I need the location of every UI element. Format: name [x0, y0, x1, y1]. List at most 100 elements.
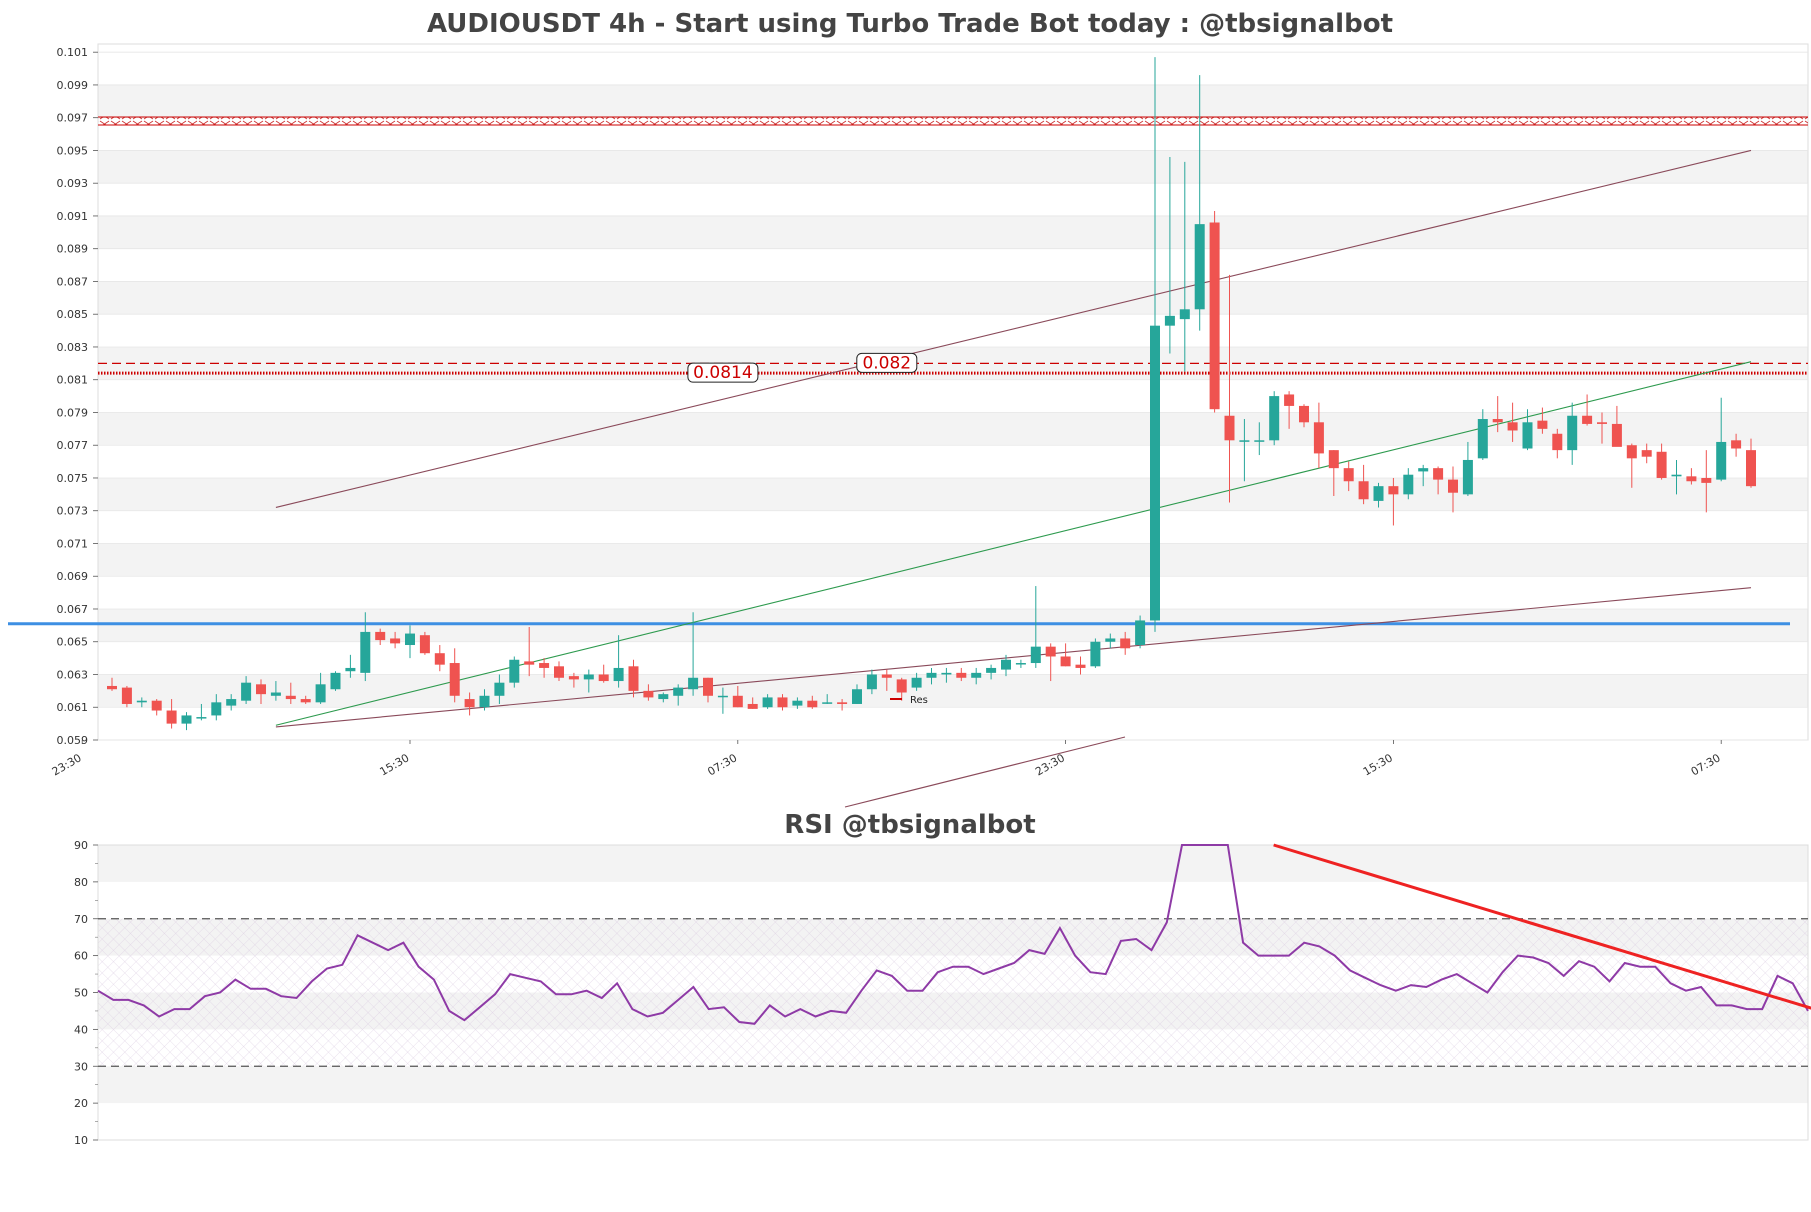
candle-body: [1015, 663, 1026, 665]
candle-body: [1656, 451, 1667, 478]
candle-body: [1373, 486, 1384, 501]
candle-body: [956, 672, 967, 678]
candle-body: [479, 695, 490, 708]
rsi-chart-title: RSI @tbsignalbot: [784, 810, 1035, 840]
candle-body: [941, 672, 952, 675]
candle-body: [1269, 396, 1280, 441]
candle-body: [226, 699, 237, 706]
candle-body: [1567, 415, 1578, 451]
candle-body: [1611, 423, 1622, 447]
candle-body: [1477, 419, 1488, 459]
candle-body: [1582, 415, 1593, 424]
candle-body: [747, 703, 758, 709]
rsi-band: [98, 1066, 1808, 1104]
y-tick-label: 0.061: [57, 701, 89, 714]
x-tick-label: 15:30: [1361, 751, 1395, 778]
candle-body: [1626, 445, 1637, 459]
candle-body: [1299, 405, 1309, 423]
candle-body: [166, 710, 177, 724]
rsi-y-tick-label: 50: [74, 987, 88, 1000]
y-tick-label: 0.059: [57, 734, 89, 747]
rsi-y-tick-label: 60: [74, 950, 88, 963]
trend-line-extension: [844, 736, 1126, 808]
candle-body: [628, 666, 639, 691]
y-tick-label: 0.089: [57, 243, 89, 256]
candle-body: [449, 663, 460, 696]
candle-body: [1135, 620, 1146, 646]
candle-body: [1641, 450, 1652, 457]
candle-body: [1164, 315, 1175, 326]
candle-body: [360, 631, 371, 673]
candle-body: [1150, 325, 1160, 621]
candle-body: [762, 697, 773, 708]
y-tick-label: 0.095: [57, 144, 89, 157]
main-band: [98, 281, 1808, 315]
candle-body: [643, 690, 654, 698]
candle-body: [315, 684, 326, 703]
trend-line: [275, 149, 1752, 508]
candle-body: [777, 697, 788, 708]
y-tick-label: 0.091: [57, 210, 89, 223]
y-tick-label: 0.079: [57, 406, 89, 419]
candle-body: [464, 699, 475, 708]
candle-body: [1239, 440, 1250, 442]
x-tick-label: 15:30: [378, 751, 412, 778]
candle-body: [732, 695, 743, 708]
candle-body: [1462, 459, 1473, 495]
candle-body: [1403, 474, 1414, 495]
main-band: [98, 412, 1808, 446]
candle-body: [568, 676, 579, 680]
annotation-label-text: 0.0814: [693, 363, 752, 383]
candle-body: [703, 677, 713, 696]
rsi-overbought-oversold-zone: [98, 918, 1808, 1067]
candle-body: [1746, 450, 1756, 487]
candle-body: [926, 672, 937, 678]
y-tick-label: 0.077: [57, 439, 89, 452]
candle-body: [375, 631, 386, 641]
candle-body: [1060, 656, 1071, 667]
candle-body: [881, 674, 892, 678]
rsi-y-tick-label: 30: [74, 1060, 88, 1073]
candle-body: [1105, 638, 1116, 642]
y-tick-label: 0.071: [57, 537, 89, 550]
y-tick-label: 0.097: [57, 112, 89, 125]
candle-body: [1686, 476, 1697, 482]
candle-body: [241, 682, 252, 701]
rsi-y-tick-label: 80: [74, 876, 88, 889]
x-tick-label: 07:30: [1689, 751, 1723, 778]
candle-body: [1537, 420, 1548, 429]
candle-body: [1522, 422, 1533, 449]
candle-body: [911, 677, 922, 688]
candle-body: [390, 638, 401, 644]
candle-body: [1328, 450, 1339, 469]
candle-body: [613, 667, 624, 682]
candle-body: [1358, 481, 1369, 500]
trend-line: [275, 587, 1752, 728]
candle-body: [866, 674, 877, 690]
candle-body: [1254, 440, 1265, 442]
candle-body: [1209, 222, 1220, 410]
candle-body: [434, 653, 445, 665]
annotation-label-text: 0.082: [862, 353, 911, 373]
candle-body: [524, 661, 535, 665]
candle-body: [270, 692, 281, 696]
candle-body: [1194, 224, 1205, 310]
candle-body: [807, 700, 818, 708]
legend-label: Res: [910, 695, 928, 706]
candle-body: [151, 700, 162, 711]
candle-body: [1045, 646, 1056, 657]
main-band: [98, 84, 1808, 118]
candle-body: [792, 700, 803, 706]
candle-body: [1716, 441, 1727, 480]
candle-body: [554, 666, 564, 678]
candle-body: [509, 659, 520, 683]
main-band: [98, 543, 1808, 577]
candle-body: [107, 685, 117, 690]
main-band: [98, 674, 1808, 708]
candle-body: [181, 715, 192, 724]
x-tick-label: 23:30: [50, 751, 84, 778]
main-band: [98, 608, 1808, 642]
candle-body: [345, 667, 356, 672]
